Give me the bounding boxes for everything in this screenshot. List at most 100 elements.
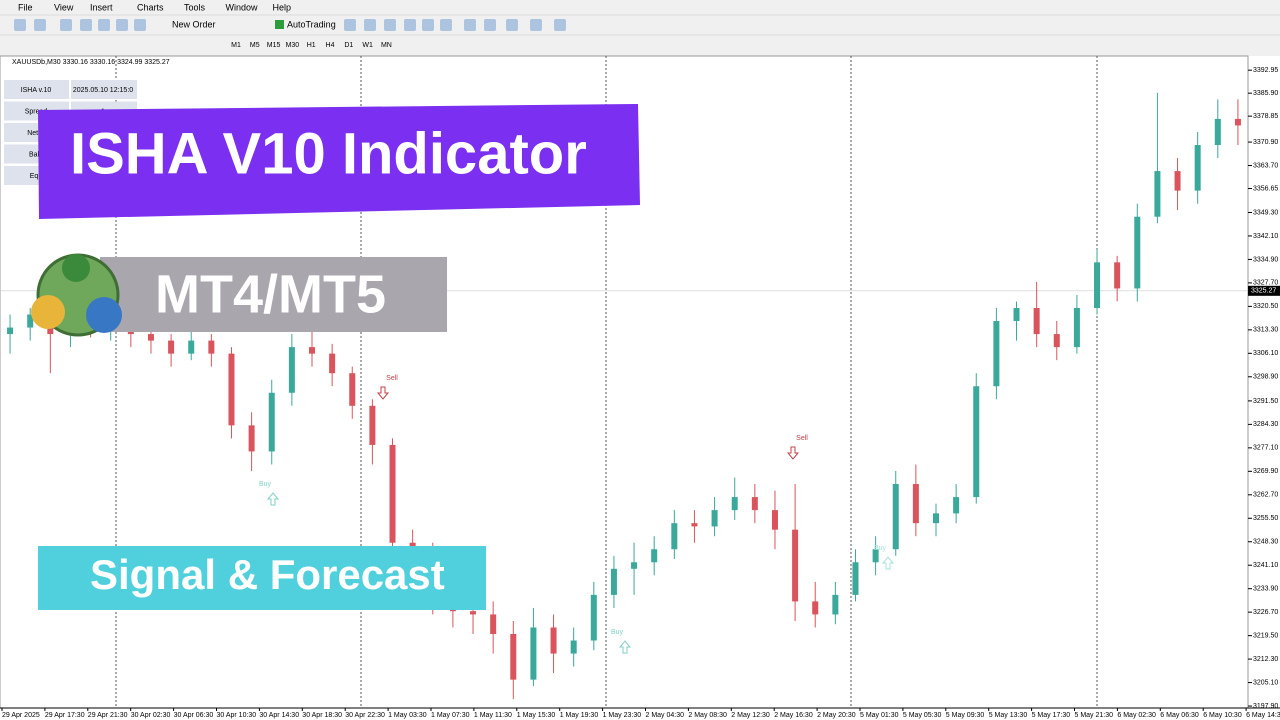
- candle-body: [1154, 171, 1161, 217]
- y-tick-label: 3385.90: [1253, 90, 1278, 97]
- toolbar-icon[interactable]: [404, 19, 416, 31]
- menu-item[interactable]: Window: [226, 2, 259, 12]
- y-tick-label: 3233.90: [1253, 586, 1278, 593]
- x-tick-label: 2 May 20:30: [817, 712, 856, 719]
- toolbar-icon[interactable]: [384, 19, 396, 31]
- info-cell: [71, 80, 137, 99]
- current-price-box: [1248, 285, 1280, 296]
- signal-label: Buy: [611, 629, 624, 636]
- toolbar-icon[interactable]: [506, 19, 518, 31]
- y-tick-label: 3197.90: [1253, 703, 1278, 710]
- candle-body: [268, 392, 275, 452]
- x-tick-label: 1 May 03:30: [388, 712, 427, 719]
- candle-body: [610, 568, 617, 595]
- timeframe-button[interactable]: W1: [362, 42, 373, 49]
- signal-label: Sell: [386, 375, 398, 382]
- x-tick-label: 30 Apr 06:30: [174, 712, 214, 719]
- candle-body: [470, 611, 477, 615]
- x-tick-label: 29 Apr 2025: [2, 712, 40, 719]
- timeframe-button[interactable]: H1: [307, 42, 316, 49]
- signal-arrow: [881, 556, 895, 570]
- y-tick-label: 3241.10: [1253, 562, 1278, 569]
- y-tick-label: 3320.50: [1253, 303, 1278, 310]
- new-order-button[interactable]: New Order: [172, 19, 216, 29]
- toolbar-icon[interactable]: [80, 19, 92, 31]
- candle-body: [490, 614, 497, 634]
- candle-body: [248, 425, 255, 452]
- toolbar-icon[interactable]: [134, 19, 146, 31]
- timeframe-button[interactable]: MN: [381, 42, 392, 49]
- info-label: Spread: [25, 108, 48, 115]
- timeframe-button[interactable]: M5: [250, 42, 260, 49]
- toolbar-icon[interactable]: [530, 19, 542, 31]
- timeframe-button[interactable]: H4: [326, 42, 335, 49]
- signal-label: Buy: [874, 545, 887, 552]
- timeframe-button[interactable]: D1: [344, 42, 353, 49]
- signal-arrow: [786, 446, 800, 460]
- x-tick-label: 6 May 06:30: [1160, 712, 1199, 719]
- y-tick-label: 3298.90: [1253, 374, 1278, 381]
- menu-item[interactable]: Tools: [184, 2, 206, 12]
- toolbar-icon[interactable]: [98, 19, 110, 31]
- y-tick-label: 3262.70: [1253, 492, 1278, 499]
- toolbar-icon[interactable]: [60, 19, 72, 31]
- tagline-banner-text: Signal & Forecast: [90, 551, 445, 598]
- candle-body: [852, 562, 859, 595]
- y-tick-label: 3277.10: [1253, 445, 1278, 452]
- toolbar-icon[interactable]: [344, 19, 356, 31]
- x-tick-label: 2 May 12:30: [731, 712, 770, 719]
- y-tick-label: 3248.30: [1253, 539, 1278, 546]
- candle-body: [691, 523, 698, 527]
- candle-body: [188, 340, 195, 354]
- x-tick-label: 5 May 13:30: [989, 712, 1028, 719]
- candle-body: [590, 594, 597, 641]
- timeframe-button[interactable]: M1: [231, 42, 241, 49]
- y-tick-label: 3370.90: [1253, 139, 1278, 146]
- candle-body: [288, 347, 295, 393]
- toolbar-icon[interactable]: [14, 19, 26, 31]
- timeframe-button[interactable]: M15: [267, 42, 281, 49]
- chart-header: XAUUSDb,M30 3330.16 3330.16 3324.99 3325…: [12, 59, 170, 66]
- toolbar-icon[interactable]: [116, 19, 128, 31]
- menu-item[interactable]: Help: [273, 2, 292, 12]
- x-tick-label: 2 May 16:30: [774, 712, 813, 719]
- menu-item[interactable]: Charts: [137, 2, 164, 12]
- y-tick-label: 3291.50: [1253, 398, 1278, 405]
- menu-item[interactable]: View: [54, 2, 74, 12]
- x-tick-label: 1 May 15:30: [517, 712, 556, 719]
- toolbar-icon[interactable]: [464, 19, 476, 31]
- candle-body: [731, 497, 738, 511]
- x-tick-label: 1 May 19:30: [560, 712, 599, 719]
- toolbar-icon[interactable]: [554, 19, 566, 31]
- title-banner: [38, 104, 640, 219]
- y-tick-label: 3269.90: [1253, 468, 1278, 475]
- toolbar-icon[interactable]: [484, 19, 496, 31]
- autotrading-button[interactable]: AutoTrading: [287, 19, 336, 29]
- candle-body: [349, 373, 356, 406]
- toolbar-icon[interactable]: [422, 19, 434, 31]
- x-tick-label: 29 Apr 17:30: [45, 712, 85, 719]
- toolbar-icon[interactable]: [364, 19, 376, 31]
- y-tick-label: 3313.30: [1253, 327, 1278, 334]
- toolbar-icon[interactable]: [34, 19, 46, 31]
- menu-item[interactable]: Insert: [90, 2, 113, 12]
- x-tick-label: 6 May 10:30: [1203, 712, 1242, 719]
- toolbar-icon[interactable]: [440, 19, 452, 31]
- candle-body: [973, 386, 980, 498]
- mt-logo-part: [86, 297, 122, 333]
- timeframe-button[interactable]: M30: [286, 42, 300, 49]
- candle-body: [1013, 307, 1020, 322]
- candle-body: [671, 523, 678, 550]
- candle-body: [792, 529, 799, 602]
- title-banner-text: ISHA V10 Indicator: [70, 121, 587, 186]
- y-tick-label: 3356.65: [1253, 185, 1278, 192]
- candle-body: [892, 484, 899, 550]
- signal-arrow: [618, 640, 632, 654]
- y-tick-label: 3306.10: [1253, 350, 1278, 357]
- y-tick-label: 3226.70: [1253, 609, 1278, 616]
- menu-item[interactable]: File: [18, 2, 33, 12]
- candle-body: [1114, 262, 1121, 289]
- x-tick-label: 5 May 17:30: [1032, 712, 1071, 719]
- candle-body: [1194, 144, 1201, 191]
- candle-body: [1174, 171, 1181, 191]
